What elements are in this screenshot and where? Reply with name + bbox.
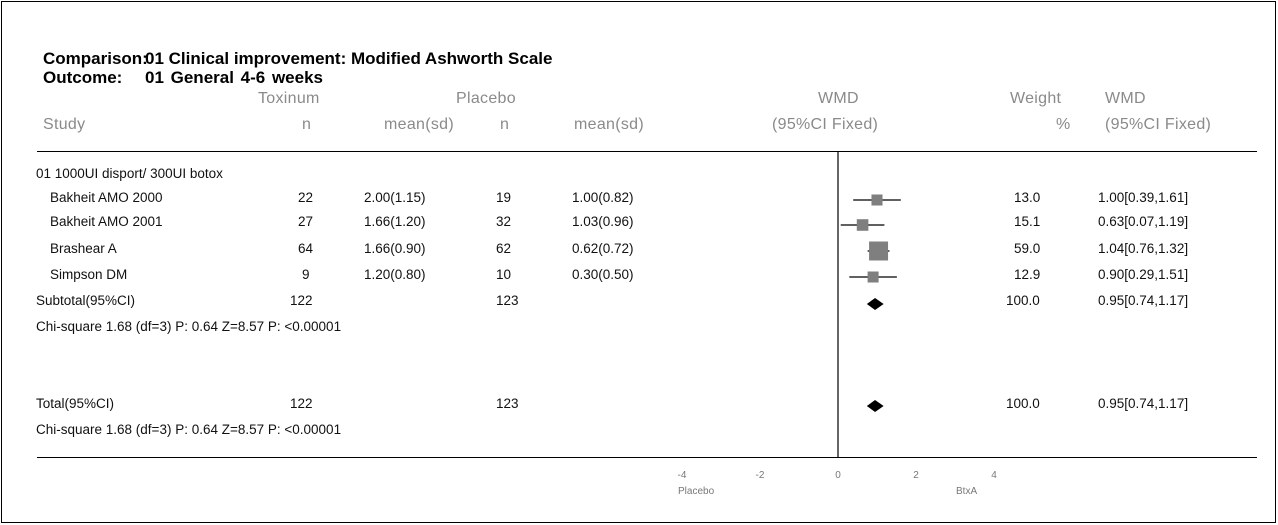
outcome-text: 01 General 4-6 weeks — [145, 68, 324, 87]
pooled-diamond — [866, 400, 884, 412]
subtotal-tox-n: 122 — [290, 293, 313, 308]
comparison-label: Comparison: — [43, 49, 148, 68]
axis-tick-label: -2 — [756, 470, 765, 481]
pla-n: 19 — [496, 190, 512, 205]
subtotal-pla-n: 123 — [496, 293, 519, 308]
study-name: Brashear A — [50, 241, 117, 256]
header-wmd: WMD — [818, 90, 859, 107]
study-box — [871, 194, 883, 206]
study-name: Simpson DM — [50, 267, 128, 282]
pla-n: 62 — [496, 241, 512, 256]
header-study: Study — [43, 116, 86, 133]
header-tox-mean: mean(sd) — [384, 116, 454, 133]
axis-tick-label: 2 — [913, 470, 919, 481]
total-weight: 100.0 — [1006, 396, 1040, 411]
pla-mean: 0.62(0.72) — [572, 241, 634, 256]
subtotal-wmd: 0.95[0.74,1.17] — [1098, 293, 1189, 308]
header-weight-unit: % — [1056, 116, 1071, 133]
wmd-value: 1.00[0.39,1.61] — [1098, 190, 1189, 205]
wmd-value: 1.04[0.76,1.32] — [1098, 241, 1189, 256]
study-box — [867, 271, 879, 283]
pla-mean: 1.03(0.96) — [572, 214, 634, 229]
tox-n: 64 — [298, 241, 314, 256]
axis-label-left: Placebo — [678, 486, 715, 497]
study-name: Bakheit AMO 2000 — [50, 190, 163, 205]
pla-mean: 0.30(0.50) — [572, 267, 634, 282]
wmd-value: 0.90[0.29,1.51] — [1098, 267, 1189, 282]
pooled-diamond — [866, 298, 884, 310]
pla-n: 10 — [496, 267, 512, 282]
subtotal-weight: 100.0 — [1006, 293, 1040, 308]
header-pla-n: n — [500, 116, 510, 133]
weight-value: 15.1 — [1014, 214, 1041, 229]
group-label: 01 1000UI disport/ 300UI botox — [36, 166, 223, 181]
axis-label-right: BtxA — [956, 486, 978, 497]
header-toxinum: Toxinum — [258, 90, 320, 107]
tox-n: 22 — [298, 190, 314, 205]
weight-value: 13.0 — [1014, 190, 1041, 205]
tox-n: 9 — [302, 267, 310, 282]
axis-tick-label: 0 — [835, 470, 841, 481]
total-wmd: 0.95[0.74,1.17] — [1098, 396, 1189, 411]
total-label: Total(95%CI) — [36, 396, 115, 411]
study-box — [856, 219, 869, 231]
study-box — [869, 241, 889, 261]
header-wmd-2: WMD — [1105, 90, 1146, 107]
weight-value: 12.9 — [1014, 267, 1041, 282]
total-tox-n: 122 — [290, 396, 313, 411]
tox-mean: 2.00(1.15) — [364, 190, 426, 205]
footer-divider — [37, 457, 1257, 458]
subtotal-label: Subtotal(95%CI) — [36, 293, 136, 308]
comparison-text: 01 Clinical improvement: Modified Ashwor… — [145, 49, 553, 68]
pla-n: 32 — [496, 214, 512, 229]
wmd-value: 0.63[0.07,1.19] — [1098, 214, 1189, 229]
axis-tick-label: -4 — [678, 470, 687, 481]
pla-mean: 1.00(0.82) — [572, 190, 634, 205]
weight-value: 59.0 — [1014, 241, 1041, 256]
header-wmd-ci-2: (95%CI Fixed) — [1105, 116, 1212, 133]
header-placebo: Placebo — [456, 90, 516, 107]
tox-mean: 1.20(0.80) — [364, 267, 426, 282]
header-weight: Weight — [1010, 90, 1062, 107]
header-pla-mean: mean(sd) — [574, 116, 644, 133]
outcome-label: Outcome: — [43, 68, 123, 87]
header-divider — [37, 151, 1257, 152]
axis-tick-label: 4 — [991, 470, 997, 481]
total-pla-n: 123 — [496, 396, 519, 411]
tox-mean: 1.66(0.90) — [364, 241, 426, 256]
subtotal-heterogeneity: Chi-square 1.68 (df=3) P: 0.64 Z=8.57 P:… — [36, 319, 342, 334]
total-heterogeneity: Chi-square 1.68 (df=3) P: 0.64 Z=8.57 P:… — [36, 422, 342, 437]
header-tox-n: n — [302, 116, 312, 133]
tox-n: 27 — [298, 214, 314, 229]
study-name: Bakheit AMO 2001 — [50, 214, 163, 229]
header-wmd-ci: (95%CI Fixed) — [772, 116, 879, 133]
tox-mean: 1.66(1.20) — [364, 214, 426, 229]
